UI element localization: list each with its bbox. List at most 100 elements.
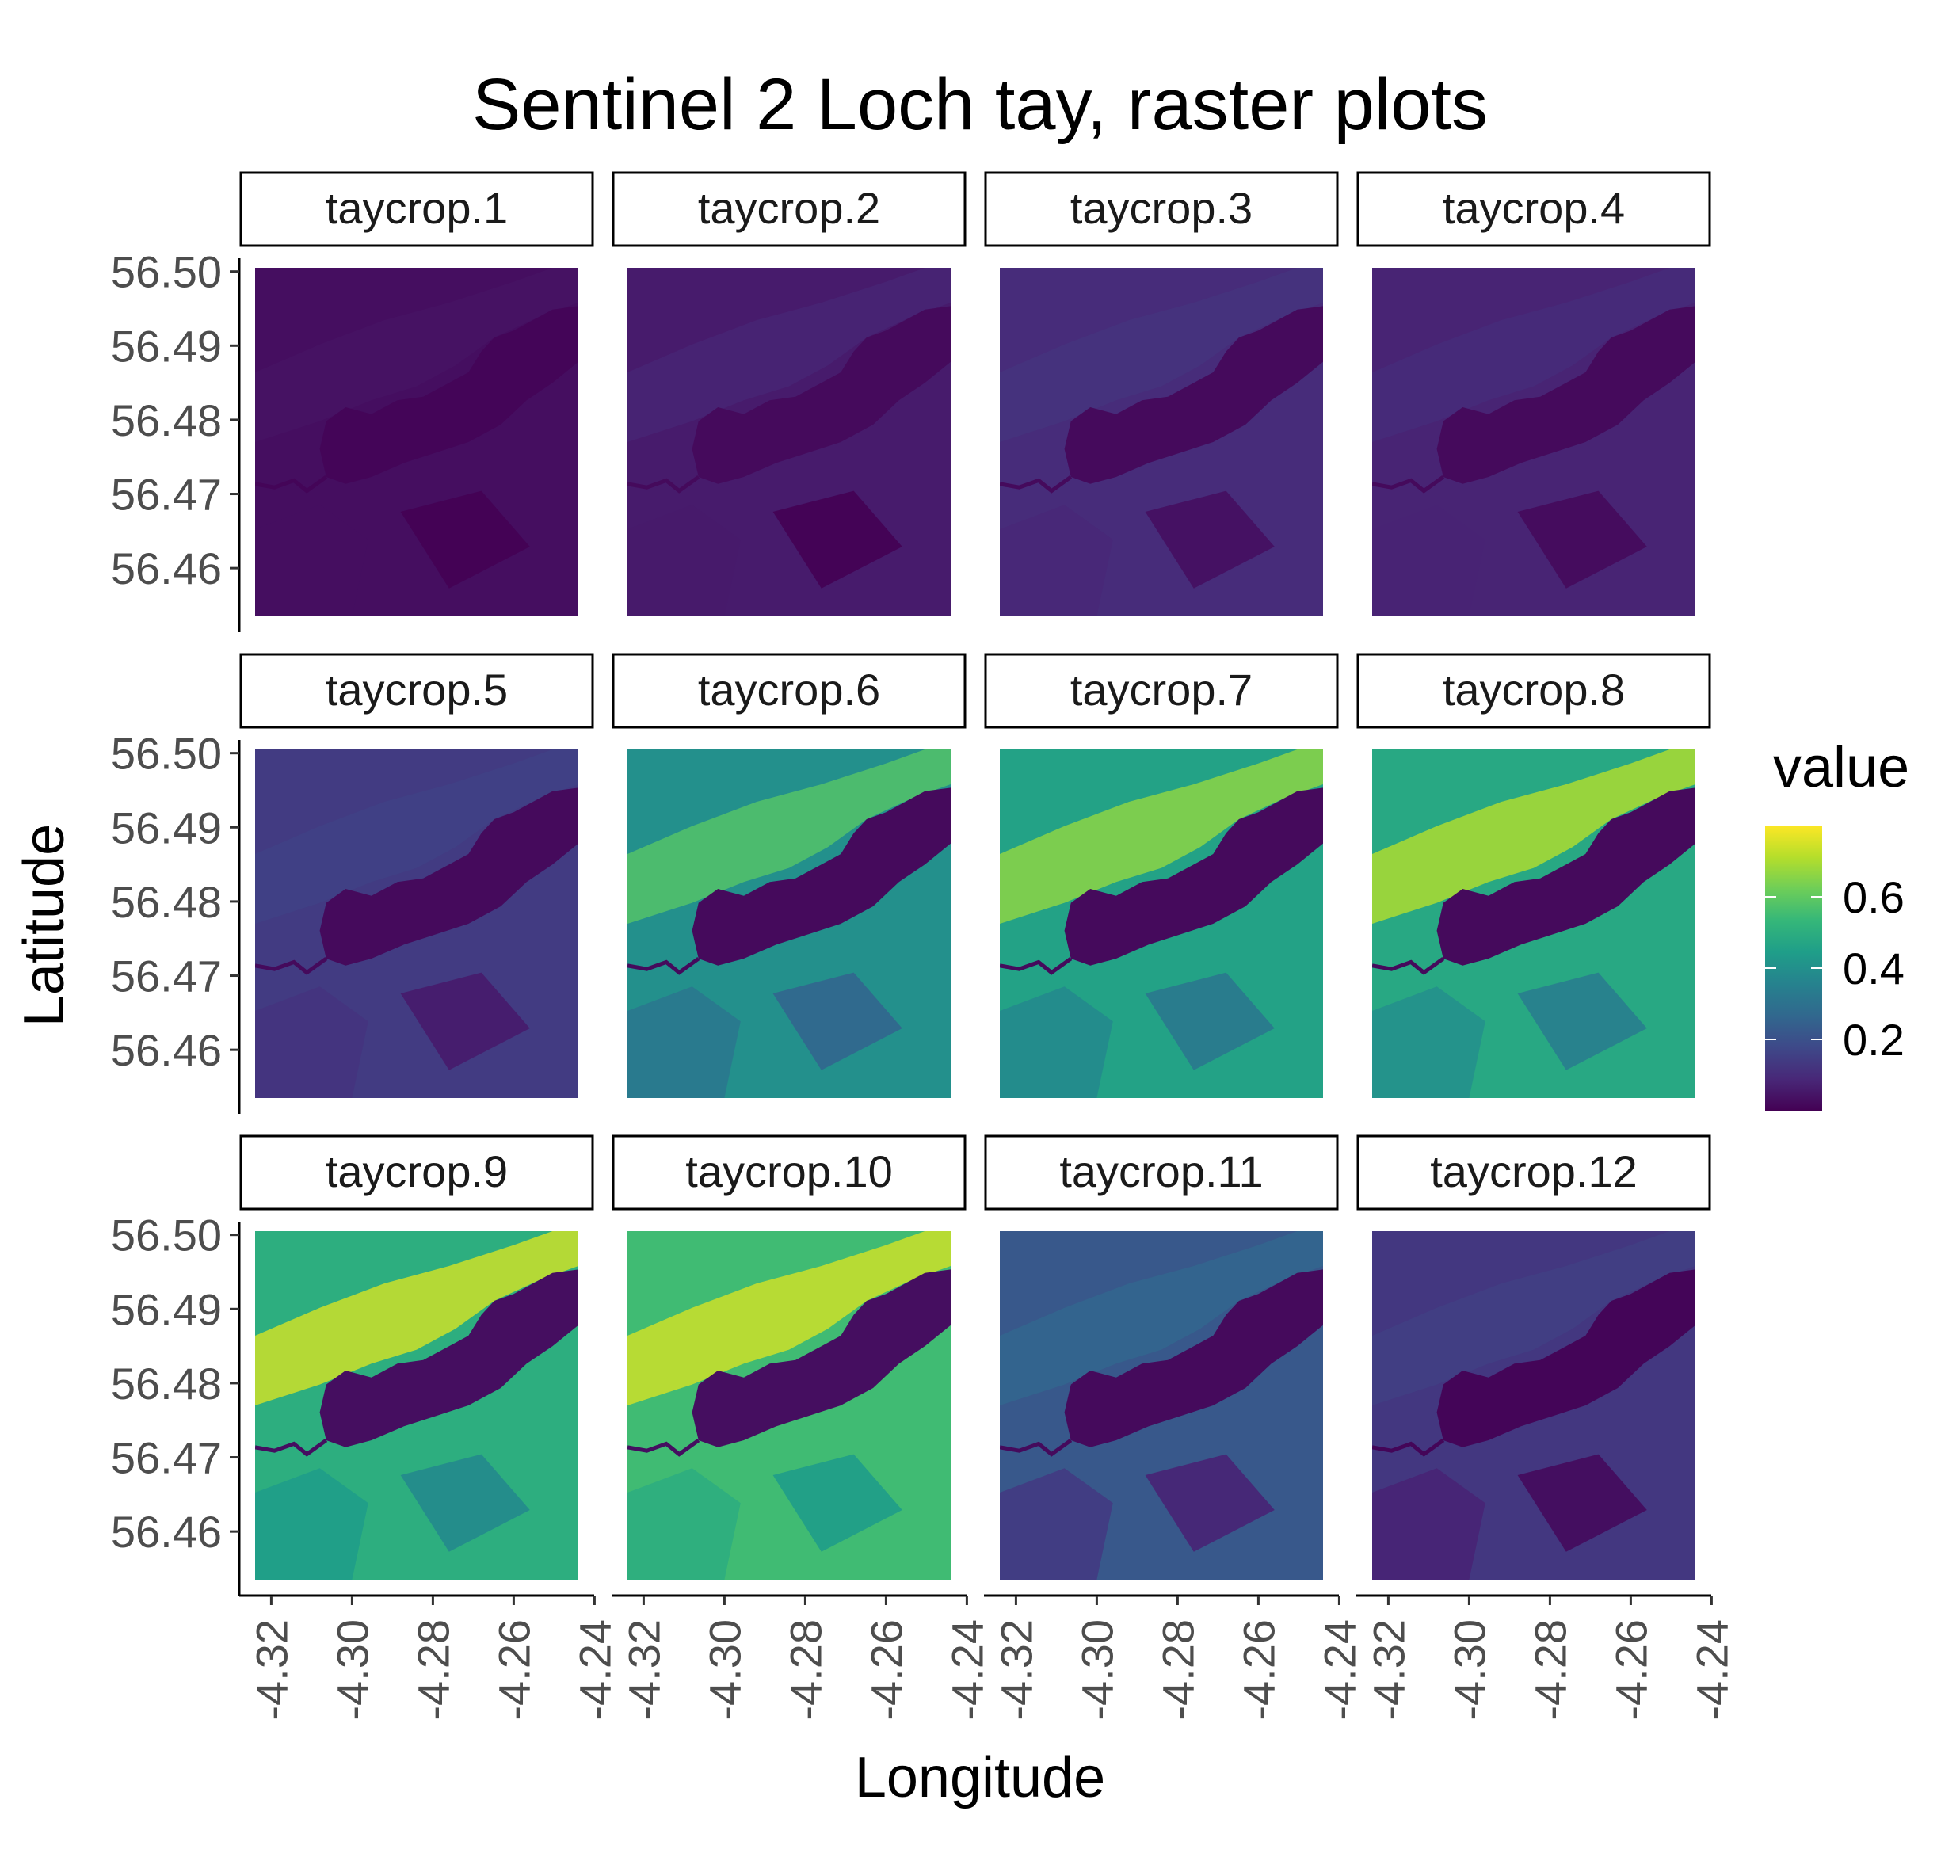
x-tick-label: -4.26 [1606, 1619, 1656, 1721]
facet-panel: taycrop.3 [984, 171, 1339, 616]
facet-strip [239, 171, 594, 247]
raster-loch [319, 1269, 578, 1447]
y-tick-label: 56.50 [111, 247, 222, 297]
facet-panel: taycrop.11 [984, 1134, 1339, 1580]
raster-loch [1064, 787, 1323, 966]
y-tick-label: 56.48 [111, 877, 222, 927]
x-tick-label: -4.28 [1153, 1619, 1203, 1721]
legend-tick-label: 0.2 [1843, 1015, 1905, 1065]
x-tick-label: -4.26 [489, 1619, 539, 1721]
y-tick-label: 56.47 [111, 1433, 222, 1483]
raster-south [1000, 1468, 1113, 1580]
raster-south [255, 986, 368, 1098]
raster-river [1372, 1438, 1445, 1457]
raster-south [1517, 972, 1647, 1070]
raster-south [1517, 490, 1647, 589]
raster-image [627, 749, 951, 1098]
raster-south [255, 1468, 368, 1580]
raster-loch [692, 306, 951, 484]
facet-panel: taycrop.6 [612, 653, 967, 1098]
raster-loch [319, 787, 578, 966]
raster-image [627, 1231, 951, 1580]
raster-loch [1436, 1269, 1695, 1447]
y-tick-label: 56.49 [111, 1284, 222, 1334]
raster-ridge [627, 749, 951, 924]
chart-title: Sentinel 2 Loch tay, raster plots [472, 64, 1488, 145]
raster-loch [1436, 787, 1695, 966]
raster-south [1145, 490, 1275, 589]
raster-ridge [627, 1231, 951, 1405]
facet-label: taycrop.2 [698, 183, 880, 233]
raster-image [627, 268, 951, 616]
raster-loch [319, 306, 578, 484]
facet-strip [984, 1134, 1339, 1211]
facet-label: taycrop.10 [685, 1146, 893, 1196]
raster-south [1372, 505, 1485, 616]
raster-loch [692, 1269, 951, 1447]
facet-panel: taycrop.5 [239, 653, 594, 1098]
raster-ridge [255, 268, 578, 442]
x-tick-label: -4.32 [1363, 1619, 1413, 1721]
x-tick-label: -4.32 [246, 1619, 296, 1721]
raster-south [772, 490, 902, 589]
facet-strip [612, 653, 967, 729]
raster-river [1372, 475, 1445, 494]
raster-south [772, 972, 902, 1070]
raster-river [627, 956, 700, 975]
facet-strip [239, 653, 594, 729]
raster-image [1372, 749, 1695, 1098]
raster-river [255, 1438, 328, 1457]
y-tick-label: 56.47 [111, 470, 222, 520]
facet-panel: taycrop.4 [1356, 171, 1711, 616]
legend-tick-label: 0.4 [1843, 944, 1905, 993]
raster-image [255, 268, 578, 616]
facet-label: taycrop.7 [1070, 665, 1253, 715]
raster-ridge [255, 1231, 578, 1405]
raster-image [1000, 1231, 1323, 1580]
x-tick-label: -4.30 [327, 1619, 377, 1721]
x-tick-label: -4.30 [700, 1619, 749, 1721]
x-tick-label: -4.24 [942, 1619, 992, 1721]
facet-panel: taycrop.9 [239, 1134, 594, 1580]
x-tick-label: -4.30 [1444, 1619, 1494, 1721]
facet-panel: taycrop.10 [612, 1134, 967, 1580]
raster-ridge [1000, 749, 1323, 924]
raster-ridge [1372, 1231, 1695, 1405]
facet-label: taycrop.4 [1443, 183, 1625, 233]
facet-label: taycrop.3 [1070, 183, 1253, 233]
y-tick-label: 56.46 [111, 1025, 222, 1075]
facet-label: taycrop.9 [326, 1146, 508, 1196]
raster-south [1372, 986, 1485, 1098]
raster-south [627, 1468, 741, 1580]
raster-south [400, 972, 530, 1070]
x-tick-label: -4.28 [1525, 1619, 1575, 1721]
legend-tick-label: 0.6 [1843, 872, 1905, 922]
x-tick-label: -4.26 [861, 1619, 911, 1721]
facet-strip [1356, 653, 1711, 729]
raster-south [255, 505, 368, 616]
raster-south [1145, 1454, 1275, 1552]
raster-south [1000, 986, 1113, 1098]
facet-label: taycrop.12 [1430, 1146, 1638, 1196]
raster-river [627, 1438, 700, 1457]
facet-label: taycrop.5 [326, 665, 508, 715]
raster-image [1000, 268, 1323, 616]
y-tick-label: 56.47 [111, 951, 222, 1001]
facet-label: taycrop.11 [1059, 1146, 1263, 1196]
raster-river [1000, 475, 1073, 494]
x-tick-label: -4.28 [408, 1619, 458, 1721]
raster-loch [692, 787, 951, 966]
x-axis-label: Longitude [855, 1746, 1105, 1809]
axes: 56.50 56.49 56.48 56.47 56.46 56.50 56.49 56.48… [111, 247, 1737, 1721]
raster-south [1517, 1454, 1647, 1552]
color-legend: 0.2 0.4 0.6 [1765, 826, 1905, 1111]
x-tick-label: -4.28 [780, 1619, 830, 1721]
raster-image [1000, 749, 1323, 1098]
facet-strip [612, 1134, 967, 1211]
y-tick-label: 56.48 [111, 1359, 222, 1409]
raster-south [1372, 1468, 1485, 1580]
facet-panel: taycrop.2 [612, 171, 967, 616]
raster-south [1145, 972, 1275, 1070]
facet-strip [1356, 1134, 1711, 1211]
raster-loch [1064, 306, 1323, 484]
